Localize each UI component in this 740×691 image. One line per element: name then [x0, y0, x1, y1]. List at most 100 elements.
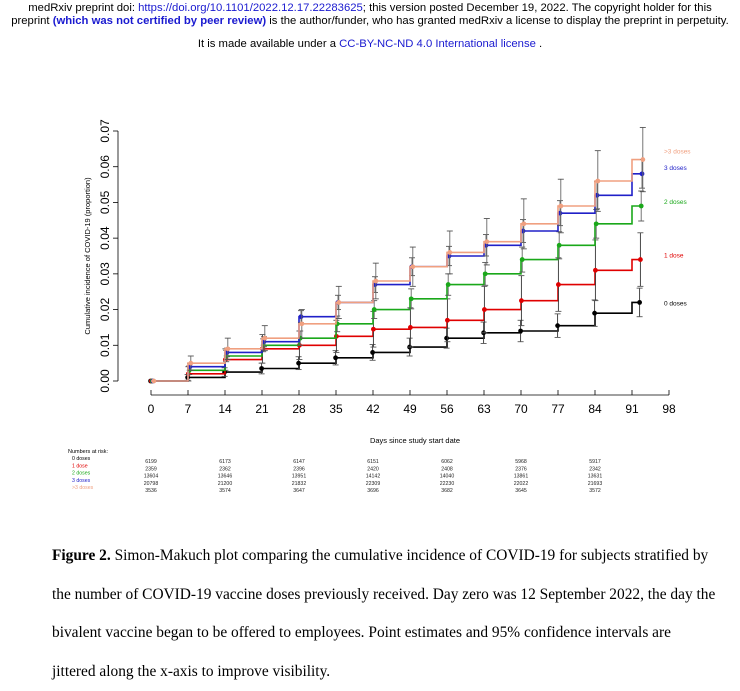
risk-count: 13604	[144, 474, 159, 480]
header-text: preprint	[11, 15, 53, 27]
y-tick-label: 0.01	[98, 333, 112, 357]
point-estimate	[371, 307, 377, 312]
risk-row-label: 0 doses	[72, 456, 91, 462]
risk-count: 6151	[367, 459, 379, 465]
point-estimate	[373, 278, 379, 284]
y-axis-label: Cumulative incidence of COVID-19 (propor…	[83, 177, 92, 335]
series-label: 3 doses	[664, 165, 688, 172]
point-estimate	[447, 250, 453, 255]
x-tick-label: 7	[185, 402, 192, 416]
risk-count: 22309	[366, 481, 381, 487]
point-estimate	[637, 300, 642, 305]
point-estimate	[638, 203, 644, 209]
risk-count: 13861	[514, 474, 529, 480]
risk-count: 2420	[367, 466, 379, 472]
point-estimate	[371, 326, 376, 332]
x-tick-label: 28	[292, 402, 306, 416]
x-tick-label: 35	[329, 402, 343, 416]
point-estimate	[639, 171, 645, 177]
point-estimate	[370, 350, 375, 355]
series-label: 2 doses	[664, 199, 688, 206]
point-estimate	[593, 221, 599, 227]
point-estimate	[518, 328, 523, 334]
point-estimate	[408, 296, 414, 302]
point-estimate	[638, 257, 643, 262]
risk-count: 3574	[219, 488, 231, 494]
y-tick-label: 0.03	[98, 262, 112, 286]
risk-row-label: 2 doses	[72, 471, 91, 477]
point-estimate	[225, 346, 231, 352]
point-estimate	[410, 264, 416, 270]
risk-count: 14142	[366, 474, 381, 480]
point-estimate	[640, 157, 646, 162]
header-text: .	[535, 38, 543, 50]
x-tick-label: 42	[366, 402, 380, 416]
x-tick-label: 0	[148, 402, 155, 416]
risk-row-label: 3 doses	[72, 478, 91, 484]
x-tick-label: 56	[440, 402, 454, 416]
doi-link[interactable]: https://doi.org/10.1101/2022.12.17.22283…	[138, 2, 363, 14]
x-tick-label: 63	[477, 402, 491, 416]
y-tick-label: 0.07	[98, 119, 112, 143]
point-estimate	[151, 378, 157, 384]
x-tick-label: 21	[255, 402, 269, 416]
risk-count: 3682	[441, 488, 453, 494]
figure-caption: Figure 2. Simon-Makuch plot comparing th…	[52, 537, 717, 691]
point-estimate	[593, 267, 598, 273]
risk-count: 21200	[218, 481, 233, 487]
point-estimate	[298, 314, 304, 320]
x-tick-label: 77	[551, 402, 565, 416]
risk-count: 6199	[145, 459, 157, 465]
x-tick-label: 84	[588, 402, 602, 416]
x-tick-label: 91	[625, 402, 639, 416]
point-estimate	[556, 282, 561, 287]
peer-review-note: (which was not certified by peer review)	[52, 15, 267, 27]
header-text: It is made available under a	[197, 38, 340, 50]
risk-count: 14040	[440, 474, 455, 480]
point-estimate	[299, 321, 305, 327]
risk-count: 22230	[440, 481, 455, 487]
license-line: It is made available under a CC-BY-NC-ND…	[0, 38, 740, 51]
preprint-header: medRxiv preprint doi: https://doi.org/10…	[0, 2, 740, 15]
risk-count: 2362	[219, 466, 231, 472]
caption-text: Simon-Makuch plot comparing the cumulati…	[52, 547, 716, 680]
risk-table-title: Numbers at risk:	[68, 449, 109, 455]
caption-label: Figure 2.	[52, 547, 111, 564]
header-text: medRxiv preprint doi:	[28, 2, 139, 14]
risk-count: 6062	[441, 459, 453, 465]
preprint-header: preprint (which was not certified by pee…	[0, 15, 740, 28]
point-estimate	[556, 242, 562, 248]
point-estimate	[296, 360, 301, 366]
point-estimate	[336, 300, 342, 305]
risk-count: 20798	[144, 481, 159, 487]
risk-count: 13631	[588, 474, 603, 480]
license-link[interactable]: CC-BY-NC-ND 4.0 International license	[339, 38, 536, 50]
risk-count: 2359	[145, 466, 157, 472]
risk-count: 3696	[367, 488, 379, 494]
point-estimate	[445, 317, 450, 323]
y-tick-label: 0.04	[98, 226, 112, 250]
risk-count: 13951	[292, 474, 307, 480]
step-line	[151, 158, 640, 382]
x-tick-label: 49	[403, 402, 417, 416]
header-text: is the author/funder, who has granted me…	[266, 15, 729, 27]
series-label: 0 doses	[664, 300, 688, 307]
risk-count: 22022	[514, 481, 529, 487]
point-estimate	[445, 282, 451, 287]
y-tick-label: 0.02	[98, 298, 112, 322]
x-tick-label: 70	[514, 402, 528, 416]
point-estimate	[519, 298, 524, 304]
risk-row-label: >3 doses	[72, 485, 94, 491]
point-estimate	[521, 221, 527, 227]
x-tick-label: 98	[662, 402, 676, 416]
point-estimate	[595, 178, 601, 184]
risk-count: 2342	[589, 466, 601, 472]
risk-row-label: 1 dose	[72, 463, 88, 469]
series-label: >3 doses	[664, 149, 691, 156]
x-axis-label: Days since study start date	[370, 436, 460, 445]
point-estimate	[408, 325, 413, 330]
y-tick-label: 0.00	[98, 369, 112, 393]
risk-count: 6147	[293, 459, 305, 465]
series-label: 1 dose	[664, 253, 684, 260]
risk-count: 2376	[515, 466, 527, 472]
